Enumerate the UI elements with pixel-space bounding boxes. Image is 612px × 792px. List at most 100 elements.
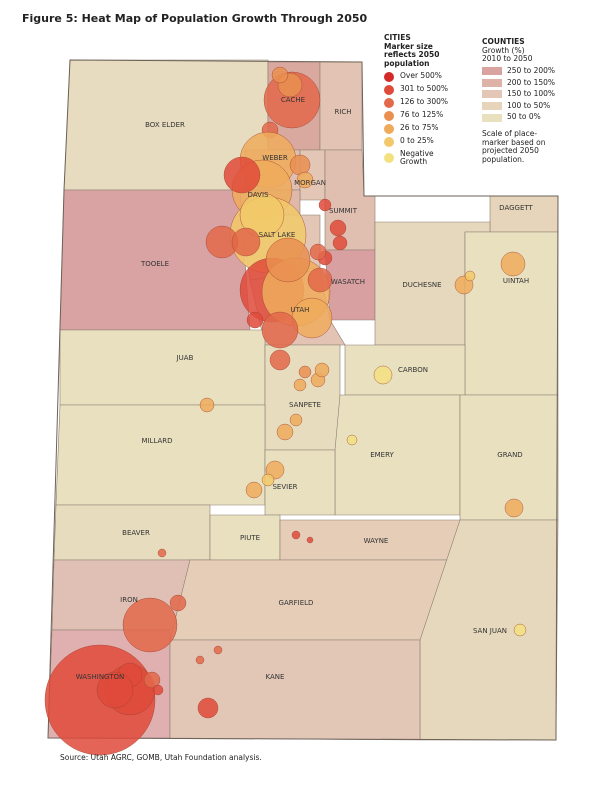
legend-label: 76 to 125% bbox=[400, 110, 444, 120]
county bbox=[334, 394, 461, 516]
title: Figure 5: Heat Map of Population Growth … bbox=[22, 12, 368, 25]
legend-item: Over 500% bbox=[384, 71, 474, 82]
city-marker bbox=[143, 671, 161, 689]
county bbox=[169, 639, 421, 741]
legend-heading: CITIES bbox=[384, 33, 411, 42]
county-label: CARBON bbox=[398, 366, 428, 374]
county bbox=[324, 149, 376, 251]
city-marker bbox=[306, 536, 314, 544]
city-marker bbox=[309, 243, 327, 261]
legend-heading: COUNTIES bbox=[482, 37, 525, 46]
county-label: BOX ELDER bbox=[145, 121, 185, 129]
legend-swatch bbox=[482, 102, 502, 111]
county-label: BEAVER bbox=[122, 529, 150, 537]
city-marker bbox=[223, 156, 261, 194]
county-label: KANE bbox=[266, 673, 285, 681]
legend-swatch bbox=[384, 97, 394, 108]
legend-item: 200 to 150% bbox=[482, 77, 572, 88]
legend-swatch bbox=[384, 110, 394, 121]
city-marker bbox=[246, 311, 264, 329]
city-marker bbox=[269, 349, 291, 371]
city-marker bbox=[261, 311, 299, 349]
city-marker bbox=[296, 171, 314, 189]
legend-swatch bbox=[384, 153, 394, 164]
legend-subheading: Marker size reflects 2050 population bbox=[384, 41, 440, 68]
legend-swatch bbox=[384, 84, 394, 95]
county bbox=[59, 329, 266, 406]
legend-swatch bbox=[482, 90, 502, 99]
legend-swatch bbox=[482, 78, 502, 87]
legend-label: 100 to 50% bbox=[507, 100, 551, 110]
county-label: SALT LAKE bbox=[259, 231, 296, 239]
cities-legend: CITIES Marker size reflects 2050 populat… bbox=[384, 33, 474, 167]
city-marker bbox=[346, 434, 358, 446]
city-marker bbox=[289, 413, 303, 427]
city-marker bbox=[245, 481, 263, 499]
legend-label: 200 to 150% bbox=[507, 77, 556, 87]
city-marker bbox=[152, 684, 164, 696]
source: Source: Utah AGRC, GOMB, Utah Foundation… bbox=[60, 753, 262, 762]
county bbox=[55, 404, 266, 506]
legend-item: 100 to 50% bbox=[482, 100, 572, 111]
counties-legend: COUNTIES Growth (%) 2010 to 2050 250 to … bbox=[482, 37, 572, 165]
city-marker bbox=[169, 594, 187, 612]
city-marker bbox=[96, 671, 134, 709]
county-label: UTAH bbox=[291, 306, 310, 314]
county-label: UINTAH bbox=[503, 277, 529, 285]
legend-item: 0 to 25% bbox=[384, 136, 474, 147]
county-label: WASATCH bbox=[331, 278, 365, 286]
legend-label: 50 to 0% bbox=[507, 112, 541, 122]
city-marker bbox=[329, 219, 347, 237]
legend-note: Scale of place-marker based on projected… bbox=[482, 129, 546, 164]
legend-item: 250 to 200% bbox=[482, 65, 572, 76]
city-marker bbox=[293, 378, 307, 392]
county-label: PIUTE bbox=[240, 534, 260, 542]
legend-item: 26 to 75% bbox=[384, 123, 474, 134]
city-marker bbox=[332, 235, 348, 251]
county-label: SANPETE bbox=[289, 401, 321, 409]
city-marker bbox=[314, 362, 330, 378]
legend-label: 126 to 300% bbox=[400, 97, 449, 107]
county-label: JUAB bbox=[176, 354, 194, 362]
city-marker bbox=[265, 237, 311, 283]
county-label: IRON bbox=[120, 596, 138, 604]
county-label: MILLARD bbox=[141, 437, 172, 445]
city-marker bbox=[197, 697, 219, 719]
legend-item: 76 to 125% bbox=[384, 110, 474, 121]
city-marker bbox=[504, 498, 524, 518]
legend-swatch bbox=[384, 123, 394, 134]
legend-label: 250 to 200% bbox=[507, 65, 556, 75]
county-label: MORGAN bbox=[294, 179, 326, 187]
legend-item: 126 to 300% bbox=[384, 97, 474, 108]
county-label: GRAND bbox=[497, 451, 522, 459]
city-marker bbox=[195, 655, 205, 665]
city-marker bbox=[464, 270, 476, 282]
city-marker bbox=[298, 365, 312, 379]
city-marker bbox=[289, 154, 311, 176]
legend-swatch bbox=[384, 136, 394, 147]
legend-label: Negative Growth bbox=[400, 148, 434, 167]
city-marker bbox=[291, 530, 301, 540]
legend-item: 50 to 0% bbox=[482, 113, 572, 122]
legend-label: 301 to 500% bbox=[400, 84, 449, 94]
city-marker bbox=[500, 251, 526, 277]
county-label: SAN JUAN bbox=[473, 627, 507, 635]
legend-swatch bbox=[482, 113, 502, 122]
county bbox=[319, 61, 363, 151]
city-marker bbox=[318, 198, 332, 212]
city-marker bbox=[199, 397, 215, 413]
city-marker bbox=[276, 423, 294, 441]
county-label: GARFIELD bbox=[279, 599, 314, 607]
city-marker bbox=[373, 365, 393, 385]
legend-label: Over 500% bbox=[400, 71, 442, 81]
county-label: WAYNE bbox=[364, 537, 389, 545]
city-marker bbox=[157, 548, 167, 558]
county-label: SUMMIT bbox=[329, 207, 358, 215]
city-marker bbox=[307, 267, 333, 293]
county-label: CACHE bbox=[281, 96, 305, 104]
county-label: TOOELE bbox=[140, 260, 169, 268]
county-label: WASHINGTON bbox=[76, 673, 125, 681]
county-label: RICH bbox=[334, 108, 351, 116]
